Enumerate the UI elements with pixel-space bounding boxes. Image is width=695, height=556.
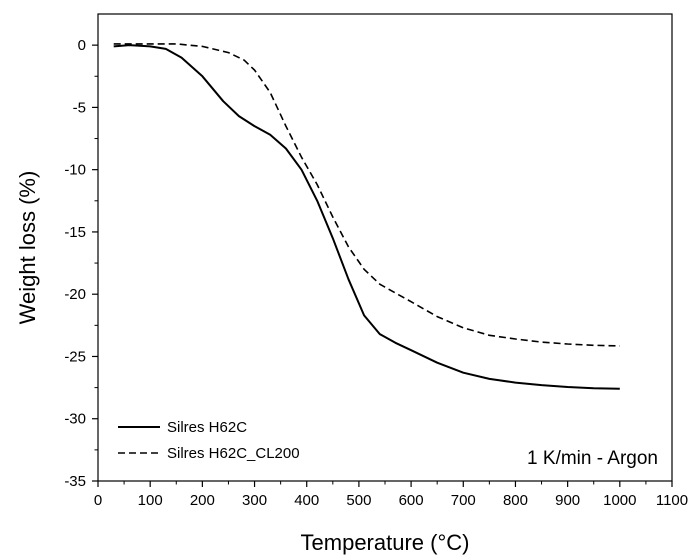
y-axis-title: Weight loss (%) (15, 171, 40, 325)
x-tick-label: 300 (242, 492, 267, 509)
x-tick-label: 100 (138, 492, 163, 509)
x-tick-label: 900 (555, 492, 580, 509)
y-tick-label: -35 (64, 473, 86, 490)
x-tick-label: 1100 (656, 492, 688, 509)
y-tick-label: -5 (73, 99, 86, 116)
x-tick-label: 0 (94, 492, 102, 509)
x-axis-title: Temperature (°C) (301, 530, 470, 555)
x-tick-label: 800 (503, 492, 528, 509)
conditions-annotation: 1 K/min - Argon (527, 448, 658, 469)
y-axis: 0 -5 -10 -15 -20 -25 -30 -35 (64, 37, 98, 490)
series-line-2 (113, 43, 620, 347)
y-tick-label: -10 (64, 162, 86, 179)
legend: Silres H62C Silres H62C_CL200 (118, 419, 300, 462)
y-tick-label: -20 (64, 286, 86, 303)
legend-label-1: Silres H62C (167, 419, 247, 436)
x-tick-label: 1000 (603, 492, 636, 509)
x-tick-label: 600 (399, 492, 424, 509)
legend-label-2: Silres H62C_CL200 (167, 445, 300, 462)
y-tick-label: -30 (64, 411, 86, 428)
x-axis: 0 100 200 300 400 500 600 700 800 900 1000 1100 (94, 481, 688, 509)
y-tick-label: 0 (78, 37, 86, 54)
plot-lines (113, 43, 620, 390)
x-tick-label: 500 (346, 492, 371, 509)
x-tick-label: 400 (294, 492, 319, 509)
series-line-1 (113, 44, 620, 390)
plot-frame (97, 13, 673, 482)
y-tick-label: -25 (64, 348, 86, 365)
y-tick-label: -15 (64, 224, 86, 241)
x-tick-label: 700 (451, 492, 476, 509)
x-tick-label: 200 (190, 492, 215, 509)
